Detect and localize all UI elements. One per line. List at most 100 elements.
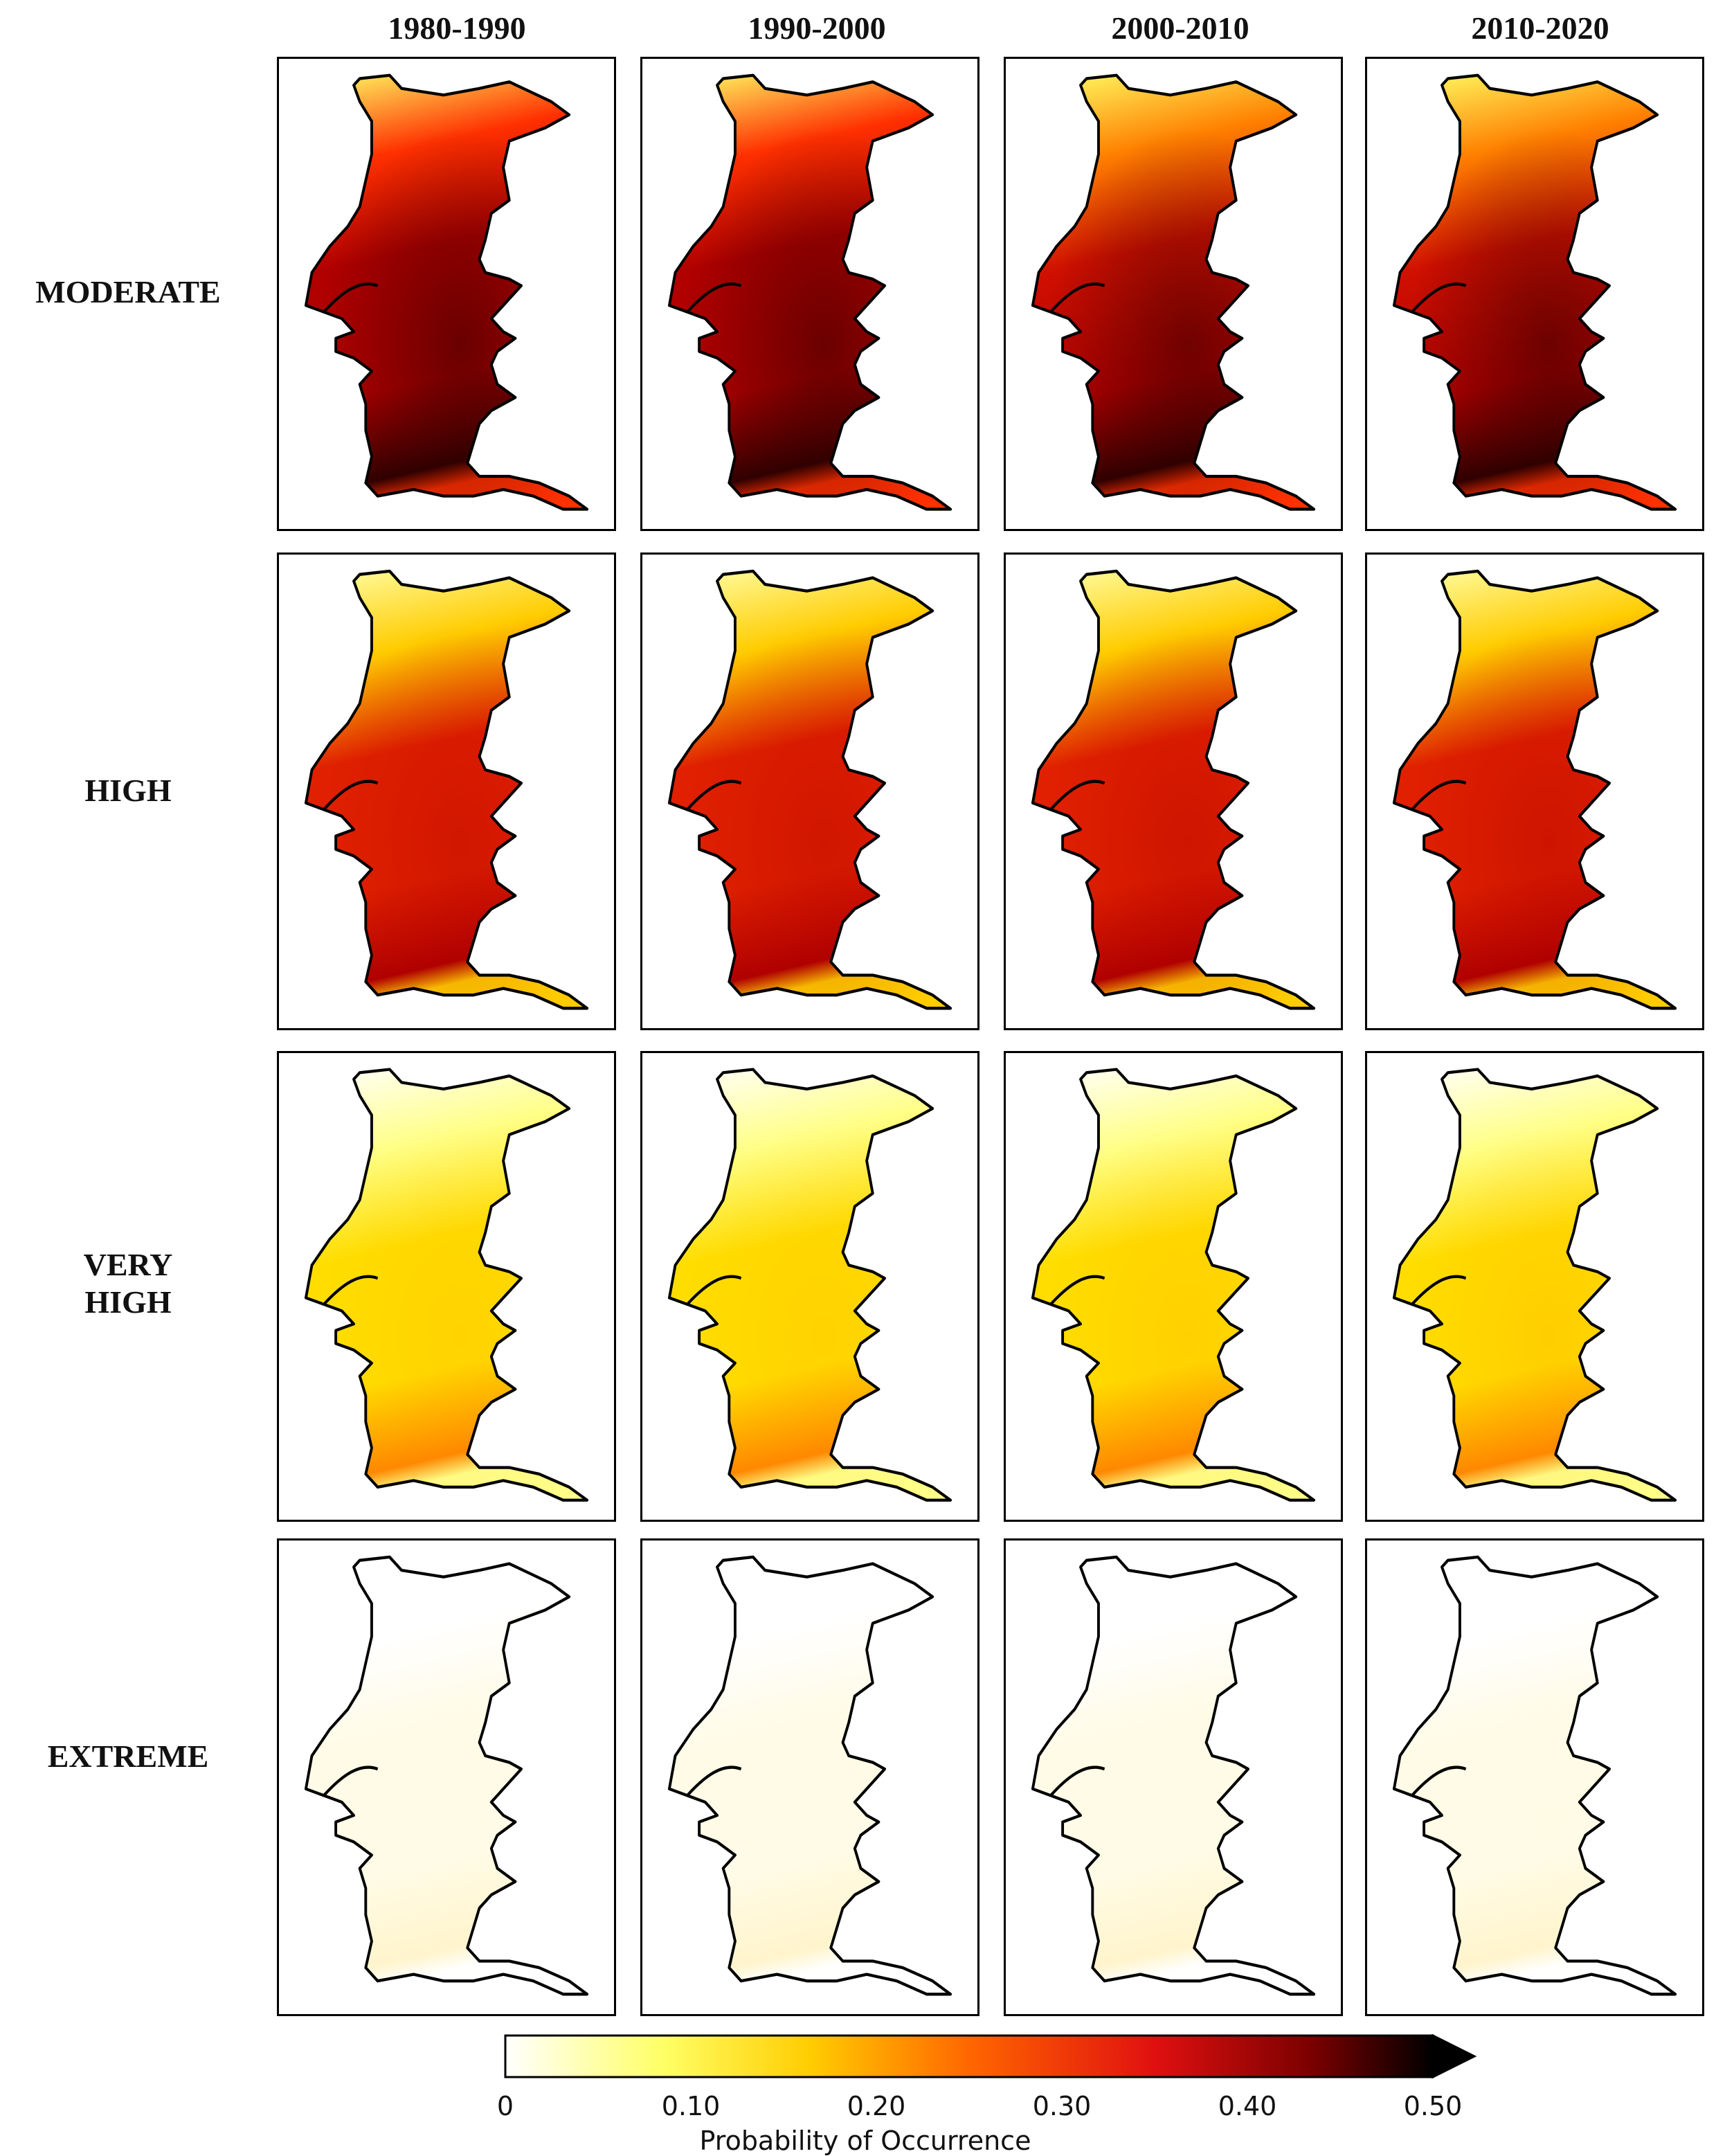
portugal-map [1031,1555,1316,1996]
probability-hotspot [1032,571,1315,1009]
tagus-estuary [1411,1766,1467,1797]
probability-hotspot [305,571,588,1009]
map-panel [277,553,616,1030]
map-panel [640,1051,979,1522]
map-panel [1365,1051,1704,1522]
portugal-map [304,569,589,1010]
probability-hotspot [669,75,951,510]
map-panel [640,553,979,1030]
map-panel [640,57,979,531]
portugal-map [1031,1068,1316,1502]
portugal-map [667,569,952,1010]
country-border [1031,73,1316,511]
portugal-map [1392,1555,1677,1996]
column-header-1980-1990: 1980-1990 [388,10,526,46]
tagus-estuary [1049,780,1105,811]
tagus-estuary [1049,1275,1105,1306]
country-border [667,569,952,1010]
map-panel [1004,1538,1343,2016]
colorbar-bar [504,2033,1477,2079]
map-panel [277,57,616,531]
portugal-map [1392,73,1677,511]
portugal-map [304,1068,589,1502]
colorbar-extend-arrow [1432,2033,1477,2079]
probability-hotspot [1032,1069,1315,1500]
row-label-line: HIGH [84,773,172,808]
row-label-extreme: EXTREME [0,1738,256,1775]
map-panel [1004,553,1343,1030]
country-border [304,73,589,511]
colorbar-tick: 0 [496,2091,514,2121]
portugal-map [304,1555,589,1996]
tagus-estuary [1411,1275,1467,1306]
colorbar-tick: 0.20 [847,2091,906,2121]
row-label-high: HIGH [0,772,256,809]
country-border [1031,1068,1316,1502]
probability-hotspot [1393,1556,1676,1995]
map-panel [1365,57,1704,531]
map-panel [1004,1051,1343,1522]
country-border [1392,1068,1677,1502]
tagus-estuary [1411,282,1467,314]
portugal-map [667,1068,952,1502]
probability-hotspot [1032,1556,1315,1995]
tagus-estuary [323,1766,379,1797]
tagus-estuary [323,1275,379,1306]
tagus-estuary [686,1275,742,1306]
tagus-estuary [686,780,742,811]
row-label-very-high: VERY HIGH [0,1246,256,1321]
colorbar-tick: 0.10 [661,2091,721,2121]
portugal-map [1392,1068,1677,1502]
portugal-map [1031,73,1316,511]
probability-hotspot [669,1556,951,1995]
row-label-line: VERY [83,1247,173,1282]
row-label-line: HIGH [84,1284,172,1320]
column-header-1990-2000: 1990-2000 [748,10,886,46]
probability-hotspot [1393,571,1676,1009]
row-label-moderate: MODERATE [0,273,256,311]
probability-hotspot [1393,1069,1676,1500]
country-border [667,1555,952,1996]
map-panel [277,1538,616,2016]
probability-hotspot [669,1069,951,1500]
probability-hotspot [669,571,951,1009]
portugal-map [667,1555,952,1996]
country-border [1031,1555,1316,1996]
map-panel [1365,553,1704,1030]
tagus-estuary [686,1766,742,1797]
country-border [1392,569,1677,1010]
colorbar-tick: 0.30 [1032,2091,1092,2121]
map-panel [1004,57,1343,531]
map-panel [640,1538,979,2016]
country-border [1031,569,1316,1010]
probability-hotspot [305,1556,588,1995]
probability-hotspot [1393,75,1676,510]
country-border [667,73,952,511]
colorbar-gradient [504,2034,1434,2078]
probability-hotspot [305,1069,588,1500]
portugal-map [1031,569,1316,1010]
row-label-line: MODERATE [35,274,221,309]
colorbar-tick: 0.50 [1403,2091,1463,2121]
country-border [1392,73,1677,511]
tagus-estuary [1049,282,1105,314]
tagus-estuary [1411,780,1467,811]
country-border [1392,1555,1677,1996]
tagus-estuary [323,282,379,314]
colorbar-tick: 0.40 [1218,2091,1277,2121]
column-header-2010-2020: 2010-2020 [1471,10,1609,46]
country-border [667,1068,952,1502]
portugal-map [1392,569,1677,1010]
country-border [304,1555,589,1996]
row-label-line: EXTREME [47,1739,209,1774]
probability-hotspot [305,75,588,510]
portugal-map [667,73,952,511]
tagus-estuary [1049,1766,1105,1797]
country-border [304,1068,589,1502]
map-panel [1365,1538,1704,2016]
probability-hotspot [1032,75,1315,510]
tagus-estuary [686,282,742,314]
colorbar-title: Probability of Occurrence [699,2126,1031,2156]
column-header-2000-2010: 2000-2010 [1111,10,1249,46]
portugal-map [304,73,589,511]
